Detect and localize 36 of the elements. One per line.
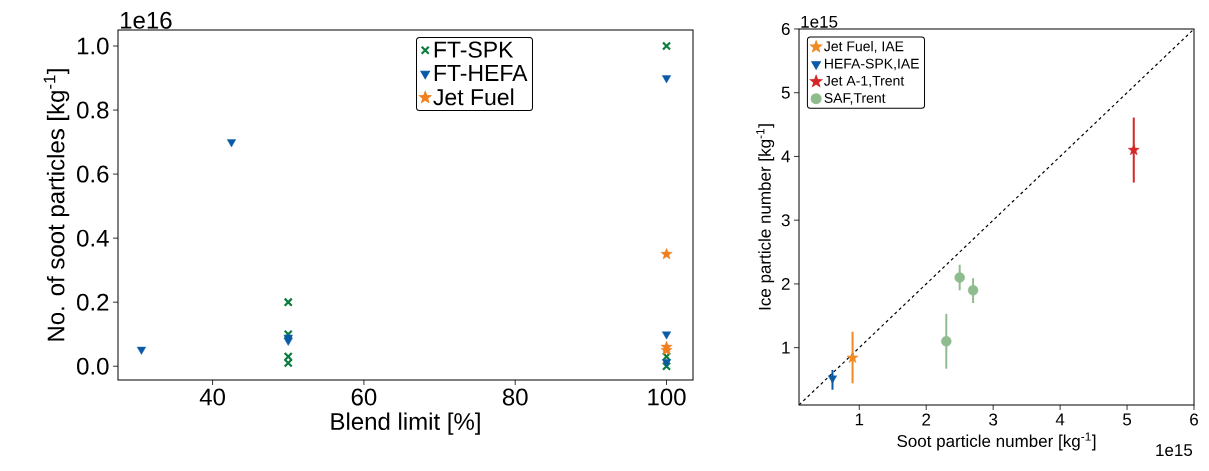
y-axis-title: Ice particle number [kg$^{-1}$] <box>756 124 775 310</box>
y-tick-label: 4 <box>781 150 790 163</box>
x-tick-label: 3 <box>989 413 998 426</box>
y-tick-label: 1.0 <box>77 37 109 55</box>
legend-label: Jet Fuel <box>433 88 514 106</box>
y-axis-title: No. of soot particles [kg$^{-1}$] <box>43 69 70 341</box>
x-tick-label: 100 <box>648 388 686 406</box>
text: 1e15 <box>1156 444 1193 457</box>
x-tick-label: 6 <box>1190 413 1198 426</box>
x-tick-label: 1 <box>855 413 864 426</box>
x-tick-label: 80 <box>502 388 528 406</box>
x-tick-label: 5 <box>1123 413 1132 426</box>
legend-label: Jet Fuel, IAE <box>824 41 904 53</box>
x-tick-label: 40 <box>199 388 225 406</box>
y-tick-label: 0.4 <box>77 229 109 247</box>
y-tick-label: 0.0 <box>77 357 109 375</box>
y-tick-label: 2 <box>781 277 790 290</box>
x-tick-label: 2 <box>922 413 931 426</box>
x-axis-title: Blend limit [%] <box>331 412 480 435</box>
y-tick-label: 3 <box>781 214 790 227</box>
legend-label: HEFA-SPK,IAE <box>824 58 919 71</box>
legend-label: FT-HEFA <box>434 65 528 81</box>
x-tick-label: 60 <box>351 388 377 406</box>
y-tick-label: 0.8 <box>77 101 109 119</box>
y-tick-label: 5 <box>781 86 790 99</box>
x-tick-label: 4 <box>1055 413 1065 426</box>
y-tick-label: 0.2 <box>77 293 109 311</box>
x-axis-title: Soot particle number [kg$^{-1}$] <box>897 432 1096 451</box>
y-tick-label: 0.6 <box>77 165 109 183</box>
legend-label: SAF,Trent <box>824 93 886 105</box>
y-tick-label: 6 <box>781 22 790 36</box>
text: 1e16 <box>121 11 172 29</box>
y-tick-label: 1 <box>782 341 790 354</box>
legend-label: FT-SPK <box>434 41 514 58</box>
legend-label: Jet A-1,Trent <box>824 75 905 88</box>
text: 1e15 <box>801 15 838 28</box>
